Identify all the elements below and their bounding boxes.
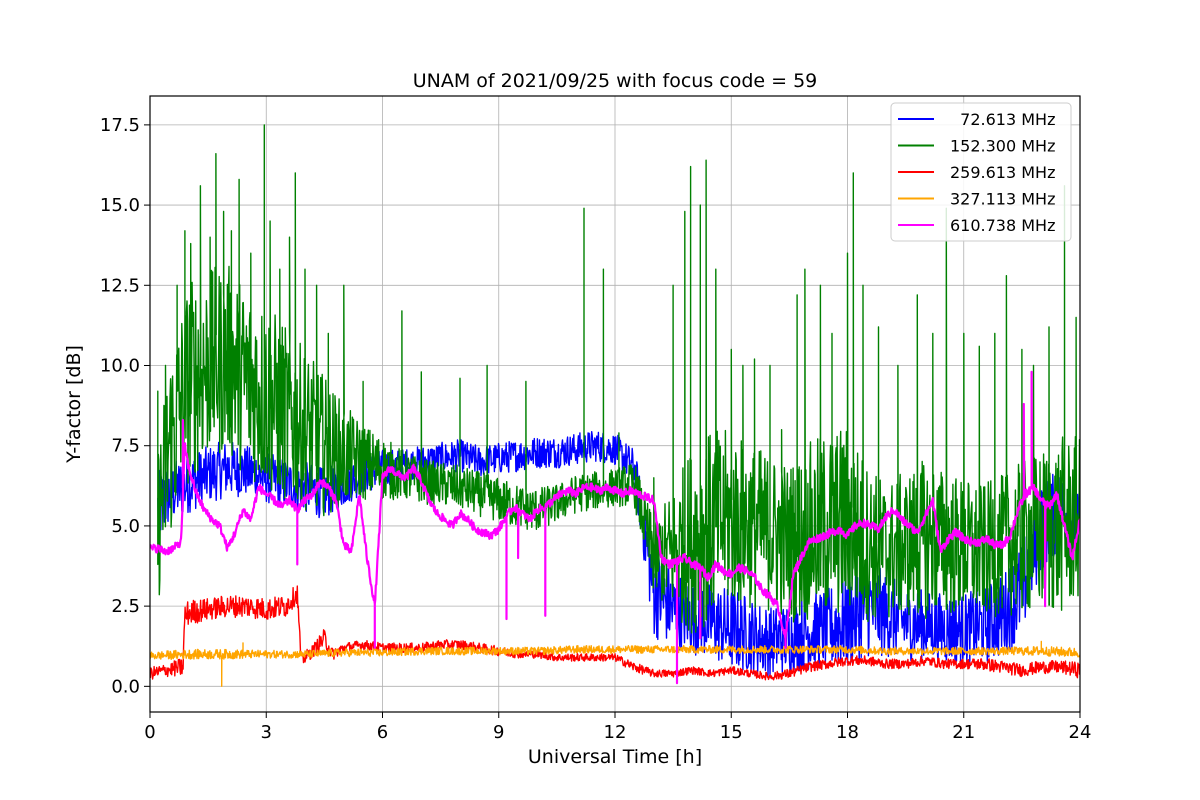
y-tick-label: 7.5: [111, 436, 140, 457]
x-tick-label: 6: [377, 722, 388, 743]
series-line-4: [150, 640, 1080, 687]
series-5: [150, 370, 1080, 685]
y-tick-label: 17.5: [100, 115, 140, 136]
x-tick-label: 15: [720, 722, 743, 743]
y-tick-label: 5.0: [111, 516, 140, 537]
x-tick-label: 0: [144, 722, 155, 743]
x-tick-label: 24: [1069, 722, 1092, 743]
legend: 72.613 MHz 152.300 MHz 259.613 MHz 327.113 …: [890, 102, 1072, 242]
series-group: [150, 124, 1080, 687]
y-tick-label: 2.5: [111, 596, 140, 617]
legend-label: 72.613 MHz: [950, 110, 1055, 129]
x-axis-label: Universal Time [h]: [528, 746, 702, 768]
plot-area: [150, 124, 1080, 687]
chart-title: UNAM of 2021/09/25 with focus code = 59: [413, 70, 818, 92]
x-tick-label: 18: [836, 722, 859, 743]
y-axis: 0.0 2.5 5.0 7.5 10.0 12.5 15.0 17.5: [100, 115, 150, 697]
x-axis: 0 3 6 9 12 15 18 21 24: [144, 712, 1091, 743]
series-line-3: [150, 585, 1080, 681]
legend-box: [890, 102, 1072, 242]
y-tick-label: 12.5: [100, 275, 140, 296]
legend-label: 610.738 MHz: [950, 216, 1055, 235]
x-tick-label: 3: [261, 722, 272, 743]
legend-label: 259.613 MHz: [950, 163, 1055, 182]
series-4: [150, 640, 1080, 687]
x-tick-label: 21: [952, 722, 975, 743]
y-tick-label: 15.0: [100, 195, 140, 216]
y-axis-label: Y-factor [dB]: [63, 345, 85, 464]
x-tick-label: 12: [604, 722, 627, 743]
y-tick-label: 10.0: [100, 356, 140, 377]
series-line-5: [150, 370, 1080, 685]
x-tick-label: 9: [493, 722, 504, 743]
legend-label: 152.300 MHz: [950, 137, 1055, 156]
series-3: [150, 585, 1080, 681]
y-tick-label: 0.0: [111, 676, 140, 697]
legend-label: 327.113 MHz: [950, 190, 1055, 209]
